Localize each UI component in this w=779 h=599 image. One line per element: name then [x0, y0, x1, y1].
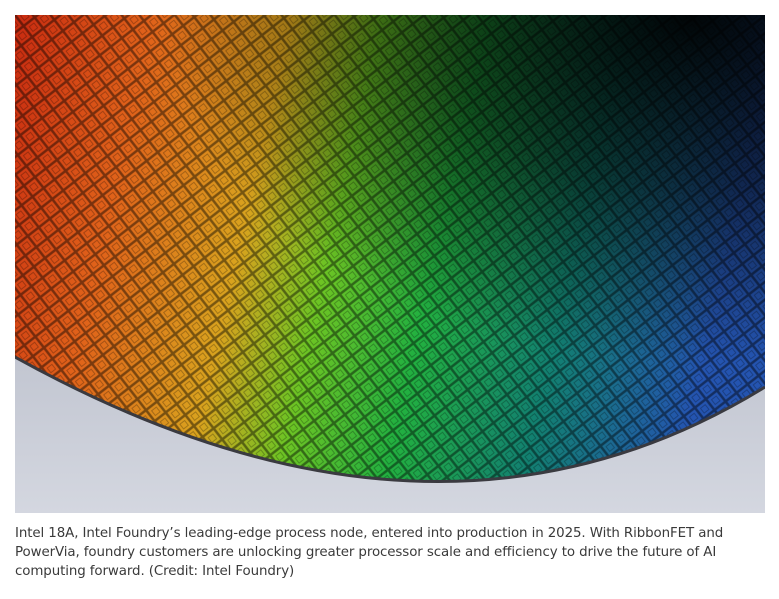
caption: Intel 18A, Intel Foundry’s leading-edge …: [15, 526, 724, 579]
wafer-photo: [15, 15, 765, 513]
